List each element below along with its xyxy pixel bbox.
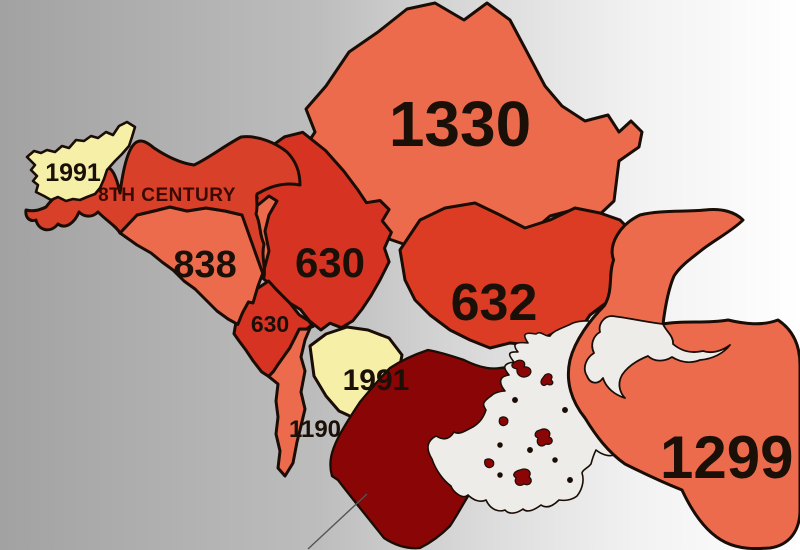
svg-text:1991: 1991 — [45, 159, 101, 187]
svg-text:1330: 1330 — [389, 88, 531, 160]
svg-text:630: 630 — [295, 239, 365, 286]
svg-text:632: 632 — [451, 274, 538, 332]
svg-text:1991: 1991 — [343, 364, 410, 397]
svg-text:630: 630 — [251, 311, 289, 337]
svg-text:838: 838 — [173, 244, 236, 286]
svg-text:1190: 1190 — [289, 416, 341, 443]
svg-text:1299: 1299 — [660, 424, 793, 491]
svg-text:8TH CENTURY: 8TH CENTURY — [98, 185, 236, 206]
